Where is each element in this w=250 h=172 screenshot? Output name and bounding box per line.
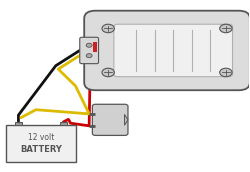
- Circle shape: [102, 24, 114, 33]
- FancyBboxPatch shape: [114, 24, 232, 77]
- Polygon shape: [124, 114, 128, 125]
- FancyBboxPatch shape: [92, 104, 128, 135]
- FancyBboxPatch shape: [80, 37, 98, 64]
- Bar: [93, 42, 97, 52]
- Circle shape: [86, 54, 92, 58]
- Circle shape: [102, 68, 114, 77]
- Text: 12 volt: 12 volt: [28, 133, 54, 142]
- Text: –: –: [62, 120, 65, 125]
- Circle shape: [220, 24, 232, 33]
- Circle shape: [220, 68, 232, 77]
- Bar: [15, 122, 22, 125]
- Circle shape: [86, 43, 92, 47]
- FancyBboxPatch shape: [6, 125, 75, 162]
- Bar: [60, 122, 67, 125]
- Text: +: +: [16, 120, 20, 125]
- Text: BATTERY: BATTERY: [20, 145, 62, 154]
- FancyBboxPatch shape: [84, 11, 250, 90]
